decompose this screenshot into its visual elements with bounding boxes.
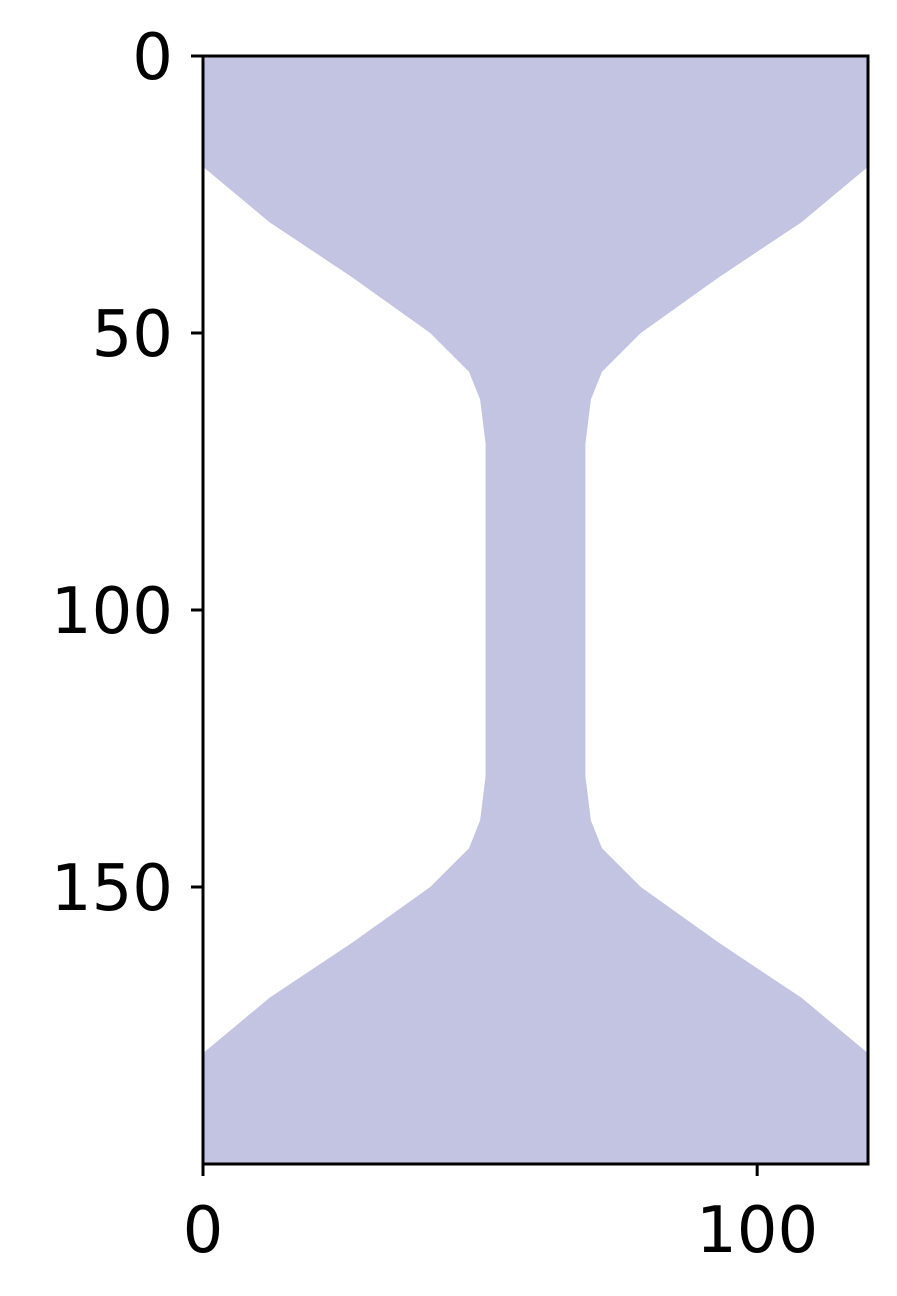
y-tick-label: 0	[132, 21, 173, 95]
y-tick-label: 100	[51, 575, 173, 649]
filled-region-layer	[203, 56, 868, 1164]
x-axis-ticks: 0 100	[183, 1164, 818, 1268]
x-tick-label: 0	[183, 1194, 224, 1268]
x-tick-label: 100	[696, 1194, 818, 1268]
y-tick-label: 50	[92, 298, 173, 372]
y-tick-label: 150	[51, 852, 173, 926]
plot-frame	[201, 54, 870, 1166]
filled-region	[203, 56, 868, 1164]
y-axis-ticks: 0 50 100 150	[51, 21, 203, 926]
